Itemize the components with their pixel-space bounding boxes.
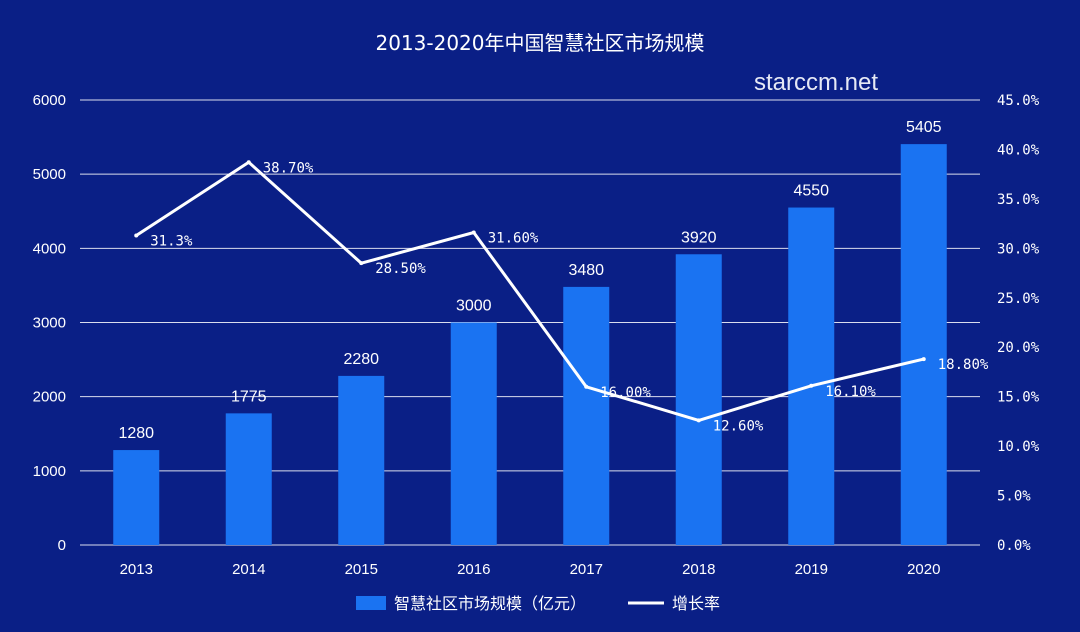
bar-series [113,144,947,546]
bar-value-label: 2280 [343,351,379,368]
legend-bar-swatch [356,596,386,610]
y-right-tick-label: 45.0% [997,93,1040,109]
bar-value-label: 1280 [118,425,154,442]
growth-point [471,230,476,235]
bar [788,207,835,545]
y-right-tick-label: 10.0% [997,439,1040,455]
y-right-tick-label: 40.0% [997,142,1040,158]
x-tick-label: 2016 [457,561,490,578]
bar-value-label: 3480 [568,262,604,279]
growth-value-label: 31.60% [488,231,539,247]
x-tick-label: 2014 [232,561,265,578]
bar [563,286,610,545]
growth-point [359,261,364,266]
x-tick-label: 2013 [120,561,153,578]
y-left-tick-label: 5000 [33,166,66,183]
bar [113,450,160,545]
bar-value-label: 3920 [681,229,717,246]
y-left-tick-label: 4000 [33,240,66,257]
line-series [134,160,926,423]
y-left-tick-label: 3000 [33,315,66,332]
bar-value-label: 3000 [456,298,492,315]
x-tick-label: 2019 [795,561,828,578]
growth-value-label: 16.10% [825,384,876,400]
growth-value-label: 31.3% [150,233,193,249]
y-left-tick-label: 1000 [33,463,66,480]
legend-bar-label: 智慧社区市场规模（亿元） [394,594,586,613]
growth-value-label: 12.60% [713,418,764,434]
growth-point [696,418,701,423]
growth-point [921,357,926,362]
growth-value-label: 28.50% [375,261,426,277]
y-left-tick-label: 0 [58,537,66,554]
growth-line [135,160,925,422]
legend-line-label: 增长率 [672,594,720,613]
grid-lines [80,99,980,546]
bar [450,322,497,545]
x-tick-label: 2020 [907,561,940,578]
y-left-tick-label: 6000 [33,92,66,109]
growth-point [134,233,139,238]
bar [675,254,722,545]
x-tick-label: 2018 [682,561,715,578]
growth-point [246,160,251,165]
growth-value-label: 38.70% [263,160,314,176]
bar-value-label: 1775 [231,388,267,405]
y-right-tick-label: 15.0% [997,390,1040,406]
bar-value-label: 4550 [793,183,829,200]
x-tick-label: 2015 [345,561,378,578]
y-right-tick-label: 25.0% [997,291,1040,307]
legend: 智慧社区市场规模（亿元） 增长率 [356,594,720,613]
growth-value-label: 16.00% [600,385,651,401]
y-left-tick-label: 2000 [33,389,66,406]
data-labels: 1280 1775 2280 3000 3480 3920 4550 5405 31.3% 38.… [118,119,988,442]
growth-point [584,384,589,389]
bar [900,144,947,546]
bar-value-label: 5405 [906,119,942,136]
y-right-tick-label: 30.0% [997,241,1040,257]
axes: 0 1000 2000 3000 4000 5000 6000 0.0% 5.0% 10.0% 15… [33,92,1040,578]
watermark-text: starccm.net [754,69,878,96]
bar [225,413,272,545]
chart-title: 2013-2020年中国智慧社区市场规模 [375,31,704,55]
y-right-tick-label: 5.0% [997,489,1031,505]
growth-value-label: 18.80% [938,357,989,373]
y-right-tick-label: 0.0% [997,538,1031,554]
x-tick-label: 2017 [570,561,603,578]
y-right-tick-label: 20.0% [997,340,1040,356]
growth-point [809,383,814,388]
y-right-tick-label: 35.0% [997,192,1040,208]
bar [338,375,385,545]
